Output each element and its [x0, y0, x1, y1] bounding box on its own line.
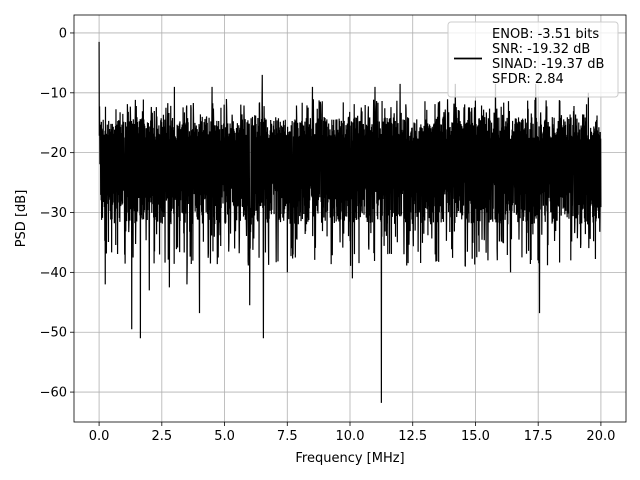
legend-entry-line: ENOB: -3.51 bits: [492, 27, 599, 42]
x-axis-title: Frequency [MHz]: [295, 451, 404, 466]
y-axis-title: PSD [dB]: [14, 190, 29, 248]
y-tick-label: −60: [40, 386, 67, 401]
x-tick-label: 7.5: [277, 429, 298, 444]
y-tick-label: 0: [59, 26, 67, 41]
legend-entry-line: SINAD: -19.37 dB: [492, 57, 604, 72]
axes-frame: [73, 14, 627, 423]
x-tick-label: 15.0: [461, 429, 490, 444]
y-tick-label: −30: [40, 206, 67, 221]
x-tick-label: 5.0: [214, 429, 235, 444]
y-tick-label: −40: [40, 266, 67, 281]
x-tick-label: 2.5: [151, 429, 172, 444]
legend-entry-line: SNR: -19.32 dB: [492, 42, 590, 57]
y-tick-label: −20: [40, 146, 67, 161]
psd-series-line: [98, 41, 602, 403]
x-tick-label: 17.5: [524, 429, 553, 444]
plot-area: [98, 41, 602, 403]
x-tick-label: 10.0: [336, 429, 365, 444]
x-tick-label: 20.0: [586, 429, 615, 444]
legend-entry-line: SFDR: 2.84: [492, 72, 564, 87]
x-tick-label: 0.0: [89, 429, 110, 444]
legend-box: [447, 21, 619, 98]
x-tick-label: 12.5: [398, 429, 427, 444]
y-tick-label: −50: [40, 326, 67, 341]
y-tick-label: −10: [40, 86, 67, 101]
axes: 0.0 2.5 5.0 7.5 10.0 12.5 15.0 17.5 20.0 0 −10 −20 −…: [40, 14, 627, 444]
